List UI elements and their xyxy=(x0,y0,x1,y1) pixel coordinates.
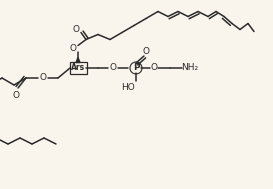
Text: O: O xyxy=(109,64,117,73)
FancyBboxPatch shape xyxy=(70,62,87,74)
Polygon shape xyxy=(76,57,80,63)
Text: P: P xyxy=(133,64,139,73)
Text: O: O xyxy=(150,64,158,73)
Text: HO: HO xyxy=(121,83,135,91)
Text: Ars: Ars xyxy=(71,64,85,73)
Ellipse shape xyxy=(130,62,142,74)
Text: O: O xyxy=(70,44,76,53)
Text: O: O xyxy=(40,74,46,83)
Text: O: O xyxy=(143,47,150,57)
Text: O: O xyxy=(13,91,19,99)
Text: O: O xyxy=(73,25,79,34)
Text: NH₂: NH₂ xyxy=(182,64,198,73)
